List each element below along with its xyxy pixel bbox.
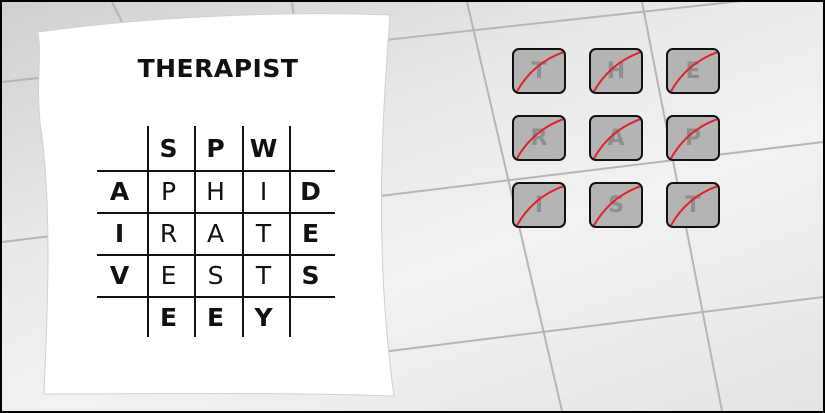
grid-line-vertical [147, 126, 149, 337]
strike-through-mark [592, 51, 641, 92]
tile-letter: A [607, 125, 625, 151]
grid-line-horizontal [97, 212, 335, 214]
grid-line-horizontal [97, 296, 335, 298]
tile-letter: P [684, 125, 702, 151]
grid-cell: T [255, 218, 272, 248]
grid-cell: H [206, 176, 225, 206]
grid-cell: V [109, 260, 130, 290]
tile-letter: R [530, 125, 548, 151]
grid-cell: I [259, 176, 268, 206]
strike-through-mark [592, 185, 641, 226]
grid-cell: P [206, 133, 225, 163]
strike-through-mark [592, 118, 641, 159]
grid-cell [287, 296, 334, 338]
grid-cell: Y [254, 302, 273, 332]
grid-cell [287, 127, 334, 169]
grid-line-horizontal [97, 254, 335, 256]
grid-cell: P [160, 176, 177, 206]
grid-cell: S [207, 260, 224, 290]
grid-cell: S [159, 133, 178, 163]
letter-tile[interactable]: T [666, 182, 720, 228]
letter-tile[interactable]: A [589, 115, 643, 161]
letter-tile[interactable]: I [512, 182, 566, 228]
grid-cell: R [159, 218, 178, 248]
tile-letter: H [606, 58, 626, 84]
grid-cell: A [206, 218, 225, 248]
letter-tile[interactable]: R [512, 115, 566, 161]
grid-cell: E [206, 302, 225, 332]
letter-tile[interactable]: S [589, 182, 643, 228]
grid-line-vertical [194, 126, 196, 337]
grid-line-vertical [242, 126, 244, 337]
grid-cell: T [255, 260, 272, 290]
grid-line-horizontal [97, 170, 335, 172]
strike-through-mark [515, 185, 564, 226]
strike-through-mark [515, 118, 564, 159]
tile-letter: E [685, 58, 701, 84]
letter-tile[interactable]: T [512, 48, 566, 94]
strike-through-mark [669, 51, 718, 92]
grid-cell: E [301, 218, 320, 248]
grid-cell: W [249, 133, 278, 163]
grid-cell [96, 296, 143, 338]
strike-through-mark [515, 51, 564, 92]
grid-cell: D [300, 176, 321, 206]
tile-letter: I [534, 192, 544, 218]
grid-cell: A [109, 176, 130, 206]
letter-tile[interactable]: H [589, 48, 643, 94]
grid-cell: I [114, 218, 125, 248]
puzzle-title: THERAPIST [137, 54, 299, 83]
grid-line-vertical [289, 126, 291, 337]
tile-letter: S [608, 192, 624, 218]
strike-through-mark [669, 118, 718, 159]
strike-through-mark [669, 185, 718, 226]
grid-cell: E [160, 260, 177, 290]
tile-letter: T [685, 192, 701, 218]
grid-cell: E [159, 302, 178, 332]
grid-cell [96, 127, 143, 169]
tile-letter: T [531, 58, 547, 84]
letter-tile[interactable]: E [666, 48, 720, 94]
letter-tile[interactable]: P [666, 115, 720, 161]
grid-cell: S [301, 260, 320, 290]
